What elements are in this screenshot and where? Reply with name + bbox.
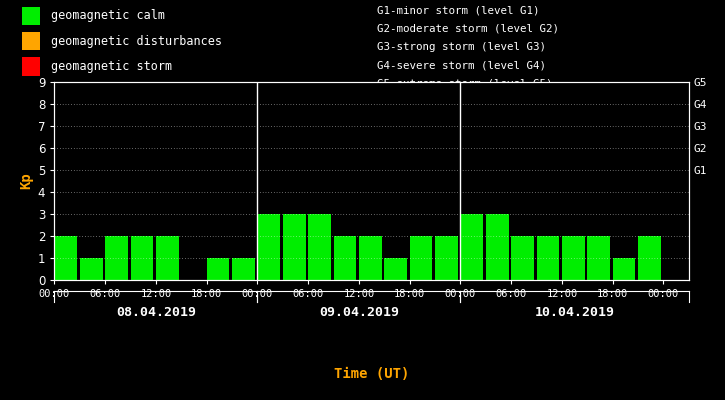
Bar [283, 214, 305, 280]
Bar [54, 236, 77, 280]
Bar [410, 236, 432, 280]
Bar [562, 236, 584, 280]
Bar [130, 236, 154, 280]
Text: G3-strong storm (level G3): G3-strong storm (level G3) [377, 42, 546, 52]
Text: Time (UT): Time (UT) [334, 366, 409, 381]
Text: 10.04.2019: 10.04.2019 [534, 306, 615, 320]
Bar [511, 236, 534, 280]
Text: 08.04.2019: 08.04.2019 [116, 306, 196, 320]
Bar [638, 236, 660, 280]
Text: G4-severe storm (level G4): G4-severe storm (level G4) [377, 60, 546, 70]
Bar [486, 214, 508, 280]
Bar [22, 57, 40, 76]
Bar [232, 258, 254, 280]
Bar [334, 236, 356, 280]
Bar [105, 236, 128, 280]
Bar [308, 214, 331, 280]
Text: geomagnetic storm: geomagnetic storm [51, 60, 172, 73]
Bar [435, 236, 458, 280]
Bar [22, 7, 40, 25]
Bar [156, 236, 178, 280]
Bar [536, 236, 560, 280]
Y-axis label: Kp: Kp [20, 173, 33, 189]
Text: G2-moderate storm (level G2): G2-moderate storm (level G2) [377, 24, 559, 34]
Bar [384, 258, 407, 280]
Text: 09.04.2019: 09.04.2019 [319, 306, 399, 320]
Text: G5-extreme storm (level G5): G5-extreme storm (level G5) [377, 78, 552, 88]
Bar [587, 236, 610, 280]
Bar [359, 236, 381, 280]
Text: geomagnetic calm: geomagnetic calm [51, 10, 165, 22]
Text: G1-minor storm (level G1): G1-minor storm (level G1) [377, 6, 539, 16]
Bar [257, 214, 280, 280]
Bar [22, 32, 40, 50]
Text: geomagnetic disturbances: geomagnetic disturbances [51, 35, 222, 48]
Bar [460, 214, 483, 280]
Bar [207, 258, 229, 280]
Bar [613, 258, 635, 280]
Bar [80, 258, 103, 280]
